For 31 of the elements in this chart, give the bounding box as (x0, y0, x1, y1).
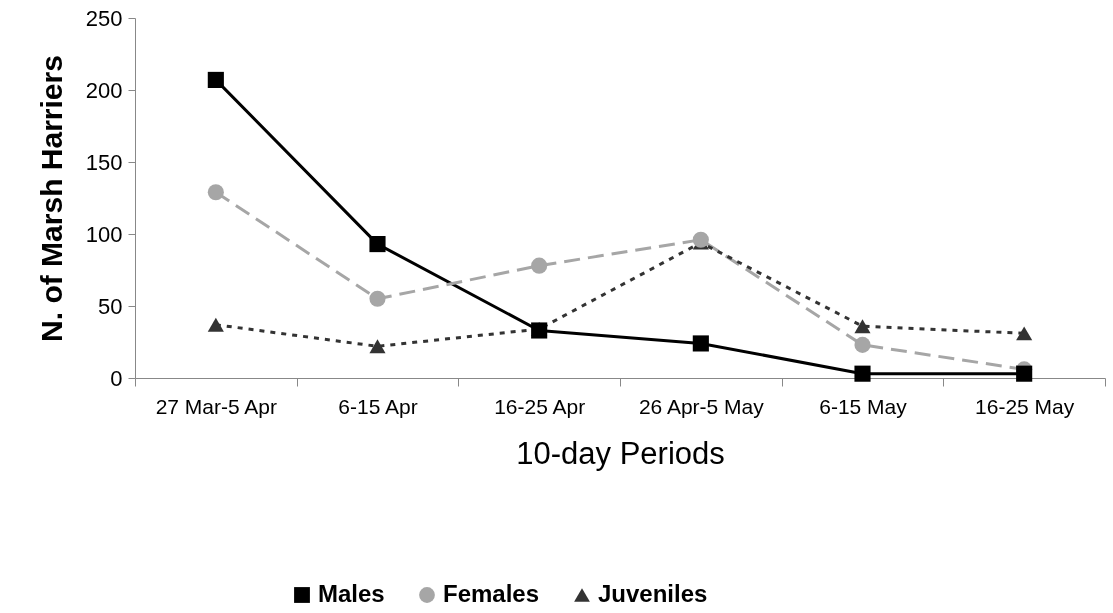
y-tick-label: 200 (85, 77, 123, 103)
y-tick-label: 150 (85, 149, 123, 175)
point (369, 236, 386, 253)
legend-label: Juveniles (598, 580, 708, 607)
x-tick-label: 16-25 Apr (494, 394, 586, 418)
legend-label: Males (318, 580, 385, 607)
y-tick-label: 0 (110, 365, 123, 391)
x-tick-label: 26 Apr-5 May (638, 394, 765, 418)
point (1016, 365, 1033, 382)
point (692, 335, 709, 352)
point (207, 317, 224, 332)
point (207, 184, 224, 201)
x-axis-title: 10-day Periods (516, 435, 725, 471)
legend-label: Females (443, 580, 540, 607)
point (854, 336, 871, 353)
x-tick-label: 6-15 Apr (338, 394, 418, 418)
point (854, 365, 871, 382)
x-tick-label: 6-15 May (819, 394, 908, 418)
y-tick-label: 100 (85, 221, 123, 247)
point (369, 290, 386, 307)
point (207, 71, 224, 88)
y-tick-label: 250 (85, 5, 123, 31)
y-tick-label: 50 (98, 293, 123, 319)
x-tick-label: 16-25 May (975, 394, 1075, 418)
x-tick-label: 27 Mar-5 Apr (155, 394, 278, 418)
point (692, 231, 709, 248)
y-axis-title: N. of Marsh Harriers (34, 55, 68, 342)
point (854, 319, 871, 334)
point (369, 339, 386, 354)
point (1016, 326, 1033, 341)
point (531, 257, 548, 274)
